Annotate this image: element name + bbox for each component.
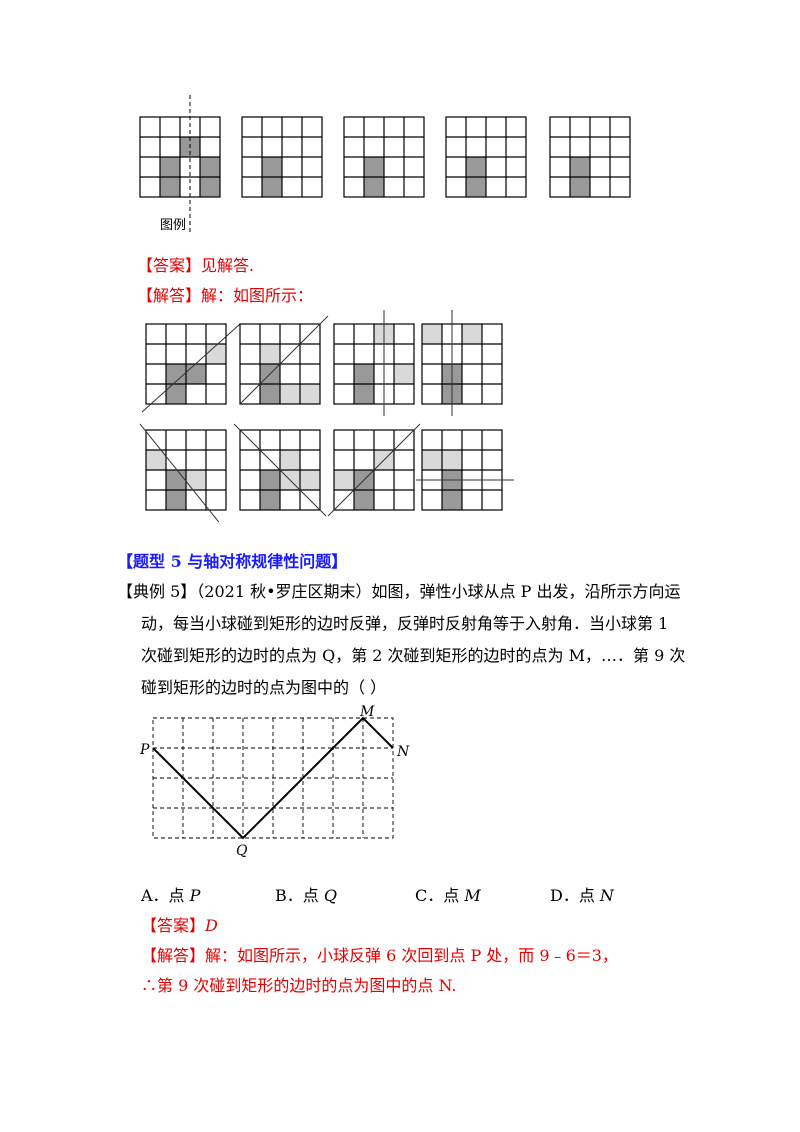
solution-grid-7 <box>327 423 421 517</box>
solution-2-line-2: ∴第 9 次碰到矩形的边时的点为图中的点 N. <box>141 976 457 995</box>
solution-1: 【解答】解：如图所示： <box>137 286 314 305</box>
grid-5 <box>549 116 631 198</box>
legend-label: 图例 <box>160 218 187 233</box>
option-d[interactable]: D．点 N <box>550 886 614 905</box>
ball-path <box>152 716 394 840</box>
example-line-3: 次碰到矩形的边时的点为 Q，第 2 次碰到矩形的边时的点为 M，…．第 9 次 <box>141 646 686 665</box>
grid-3 <box>343 116 425 198</box>
option-c[interactable]: C．点 M <box>415 886 481 905</box>
solution-grid-1 <box>141 323 241 413</box>
example-line-4: 碰到矩形的边时的点为图中的（ ） <box>141 678 387 697</box>
label-P: P <box>140 742 150 758</box>
label-Q: Q <box>236 843 248 859</box>
option-a[interactable]: A．点 P <box>141 886 201 905</box>
solution-grid-2 <box>239 315 329 405</box>
legend-grid <box>139 95 221 235</box>
grid-4 <box>445 116 527 198</box>
reflection-figure <box>152 716 394 840</box>
solution-grid-3 <box>333 310 415 416</box>
solution-grid-6 <box>233 423 327 517</box>
label-M: M <box>360 704 375 720</box>
section-title: 【题型 5 与轴对称规律性问题】 <box>117 552 348 571</box>
solution-grid-4 <box>421 310 503 416</box>
label-N: N <box>397 744 410 760</box>
answer-2: 【答案】D <box>141 916 218 935</box>
grid-2 <box>241 116 323 198</box>
solution-grid-8 <box>416 429 514 511</box>
solution-grid-5 <box>140 423 227 522</box>
solution-grids-figure <box>140 310 514 522</box>
example-line-2: 动，每当小球碰到矩形的边时反弹，反弹时反射角等于入射角．当小球第 1 <box>141 614 669 633</box>
option-b[interactable]: B．点 Q <box>275 886 337 905</box>
answer-1: 【答案】见解答. <box>137 256 255 275</box>
solution-2-line-1: 【解答】解：如图所示，小球反弹 6 次回到点 P 处，而 9﹣6＝3， <box>141 946 618 965</box>
top-grids-figure <box>139 95 631 235</box>
example-line-1: 【典例 5】（2021 秋•罗庄区期末）如图，弹性小球从点 P 出发，沿所示方向… <box>117 582 681 601</box>
